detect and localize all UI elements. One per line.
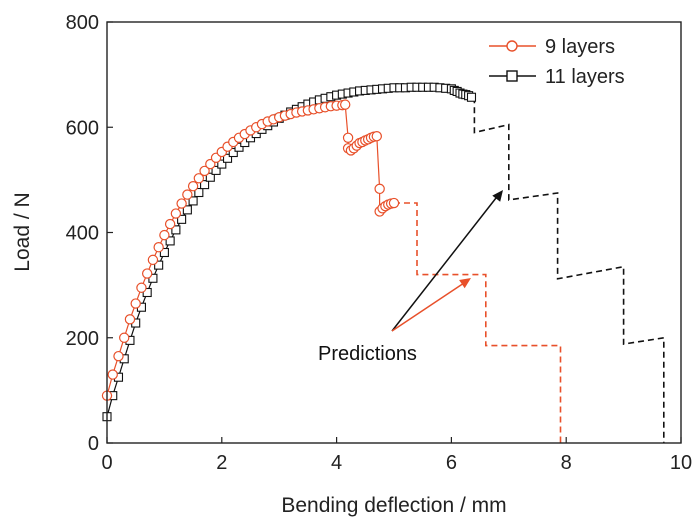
x-tick-label-3: 6 <box>446 452 457 474</box>
point-9-layers-18 <box>205 158 216 170</box>
point-11-layers-67 <box>466 92 477 102</box>
y-axis-title: Load / N <box>11 192 34 271</box>
point-11-layers-13 <box>177 214 187 224</box>
x-axis-title: Bending deflection / mm <box>281 494 506 517</box>
point-9-layers-12 <box>170 208 182 219</box>
point-11-layers-17 <box>200 180 210 190</box>
legend-marker-square <box>506 70 518 82</box>
point-9-layers-42 <box>340 99 351 110</box>
x-tick-label-2: 4 <box>331 452 342 474</box>
legend: 9 layers 11 layers <box>489 36 625 88</box>
y-tick-label-2: 400 <box>66 223 99 245</box>
point-11-layers-11 <box>165 236 175 246</box>
annotation-label: Predictions <box>318 343 417 365</box>
point-11-layers-20 <box>217 159 227 169</box>
y-tick-label-4: 800 <box>66 12 99 34</box>
point-9-layers-9 <box>153 242 164 253</box>
point-11-layers-15 <box>188 196 198 206</box>
point-9-layers-10 <box>159 229 170 241</box>
y-tick-label-3: 600 <box>66 117 99 139</box>
point-11-layers-10 <box>159 247 169 258</box>
ticks-layer: 0 2 4 6 8 10 0 200 400 600 800 <box>66 12 693 474</box>
legend-item-9-layers: 9 layers <box>489 36 615 58</box>
point-9-layers-3 <box>119 332 130 343</box>
point-11-layers-19 <box>211 165 221 175</box>
point-11-layers-14 <box>182 205 192 215</box>
annotation-arrow-black <box>391 197 497 332</box>
x-tick-label-5: 10 <box>670 452 692 474</box>
point-11-layers-21 <box>222 153 233 163</box>
point-9-layers-13 <box>176 198 187 209</box>
point-9-layers-14 <box>182 189 193 200</box>
annotation-arrow-red <box>391 282 465 332</box>
legend-item-11-layers: 11 layers <box>489 66 625 88</box>
point-9-layers-17 <box>199 165 210 177</box>
x-tick-label-0: 0 <box>101 452 112 474</box>
annotation-arrowhead-red <box>459 278 471 289</box>
annotation-arrowhead-black <box>492 190 503 202</box>
point-9-layers-54 <box>371 130 382 142</box>
x-tick-label-1: 2 <box>216 452 227 474</box>
point-9-layers-6 <box>136 282 147 293</box>
point-9-layers-4 <box>124 314 136 325</box>
legend-marker-circle <box>506 40 518 52</box>
point-9-layers-16 <box>193 173 205 184</box>
legend-label-9-layers: 9 layers <box>545 36 615 58</box>
point-9-layers-55 <box>374 183 385 195</box>
point-11-layers-18 <box>205 172 215 182</box>
point-9-layers-61 <box>388 197 400 209</box>
point-9-layers-2 <box>113 350 124 362</box>
series-layer <box>101 82 665 443</box>
point-9-layers-11 <box>164 218 176 230</box>
prediction-line-9-layers <box>394 202 562 443</box>
x-tick-label-4: 8 <box>561 452 572 474</box>
annotation-group: Predictions <box>318 190 503 365</box>
legend-label-11-layers: 11 layers <box>545 66 625 88</box>
point-9-layers-1 <box>107 369 118 380</box>
y-tick-label-1: 200 <box>66 328 99 350</box>
point-11-layers-23 <box>234 142 244 152</box>
point-9-layers-7 <box>141 268 153 279</box>
point-11-layers-9 <box>154 260 164 270</box>
y-tick-label-0: 0 <box>88 433 99 455</box>
prediction-line-11-layers <box>473 97 665 443</box>
point-9-layers-43 <box>342 132 354 143</box>
point-9-layers-5 <box>130 298 141 309</box>
point-11-layers-12 <box>171 225 181 235</box>
point-9-layers-15 <box>187 180 199 192</box>
point-11-layers-16 <box>194 187 204 198</box>
point-11-layers-22 <box>228 147 238 158</box>
point-9-layers-8 <box>147 254 159 266</box>
